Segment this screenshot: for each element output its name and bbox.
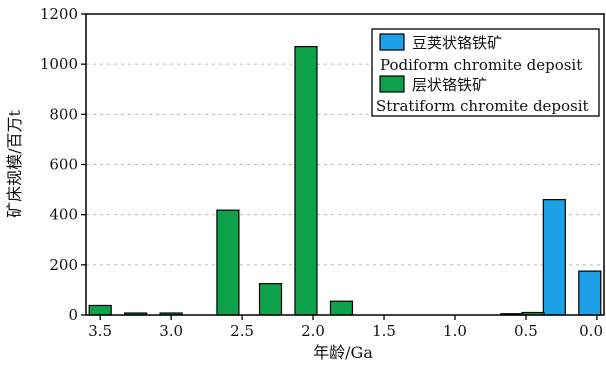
x-tick-label: 2.5 [230,322,254,340]
legend-swatch-stratiform [379,75,405,93]
legend-label-stratiform-en: Stratiform chromite deposit [376,97,589,115]
bar-podiform [542,199,566,316]
bar-podiform [578,270,602,316]
bar-stratiform [216,209,240,316]
x-tick-label: 1.5 [372,322,396,340]
y-tick-label: 1000 [40,55,78,73]
y-tick-label: 400 [49,206,78,224]
x-tick-label: 3.0 [159,322,183,340]
grid [86,63,604,266]
bar-stratiform [88,304,112,316]
y-tick-label: 600 [49,156,78,174]
x-tick-label: 3.5 [88,322,112,340]
y-tick-label: 200 [49,256,78,274]
axes: 0 200 400 600 800 1000 1200 3.5 3.0 2.5 2.0 1.5 1.0 0… [40,5,605,340]
x-tick-label: 1.0 [443,322,467,340]
x-tick-label: 0.5 [514,322,538,340]
y-tick-label: 0 [68,306,78,324]
legend-box [371,28,600,117]
legend: 豆荚状铬铁矿 Podiform chromite deposit 层状铬铁矿 S… [371,28,600,117]
bar-stratiform [294,46,318,316]
x-tick-label: 2.0 [301,322,325,340]
y-tick-label: 1200 [40,5,78,23]
legend-label-podiform-en: Podiform chromite deposit [380,56,582,74]
y-axis-title: 矿床规模/百万t [5,110,24,218]
bar-stratiform [258,283,283,316]
legend-swatch-podiform [379,33,405,51]
x-tick-label: 0.0 [579,322,603,340]
x-axis-title: 年龄/Ga [313,343,373,362]
legend-label-podiform-cn: 豆荚状铬铁矿 [412,34,502,52]
bar-stratiform [329,300,354,316]
legend-label-stratiform-cn: 层状铬铁矿 [412,76,487,94]
y-tick-label: 800 [49,105,78,123]
bars [88,46,602,316]
